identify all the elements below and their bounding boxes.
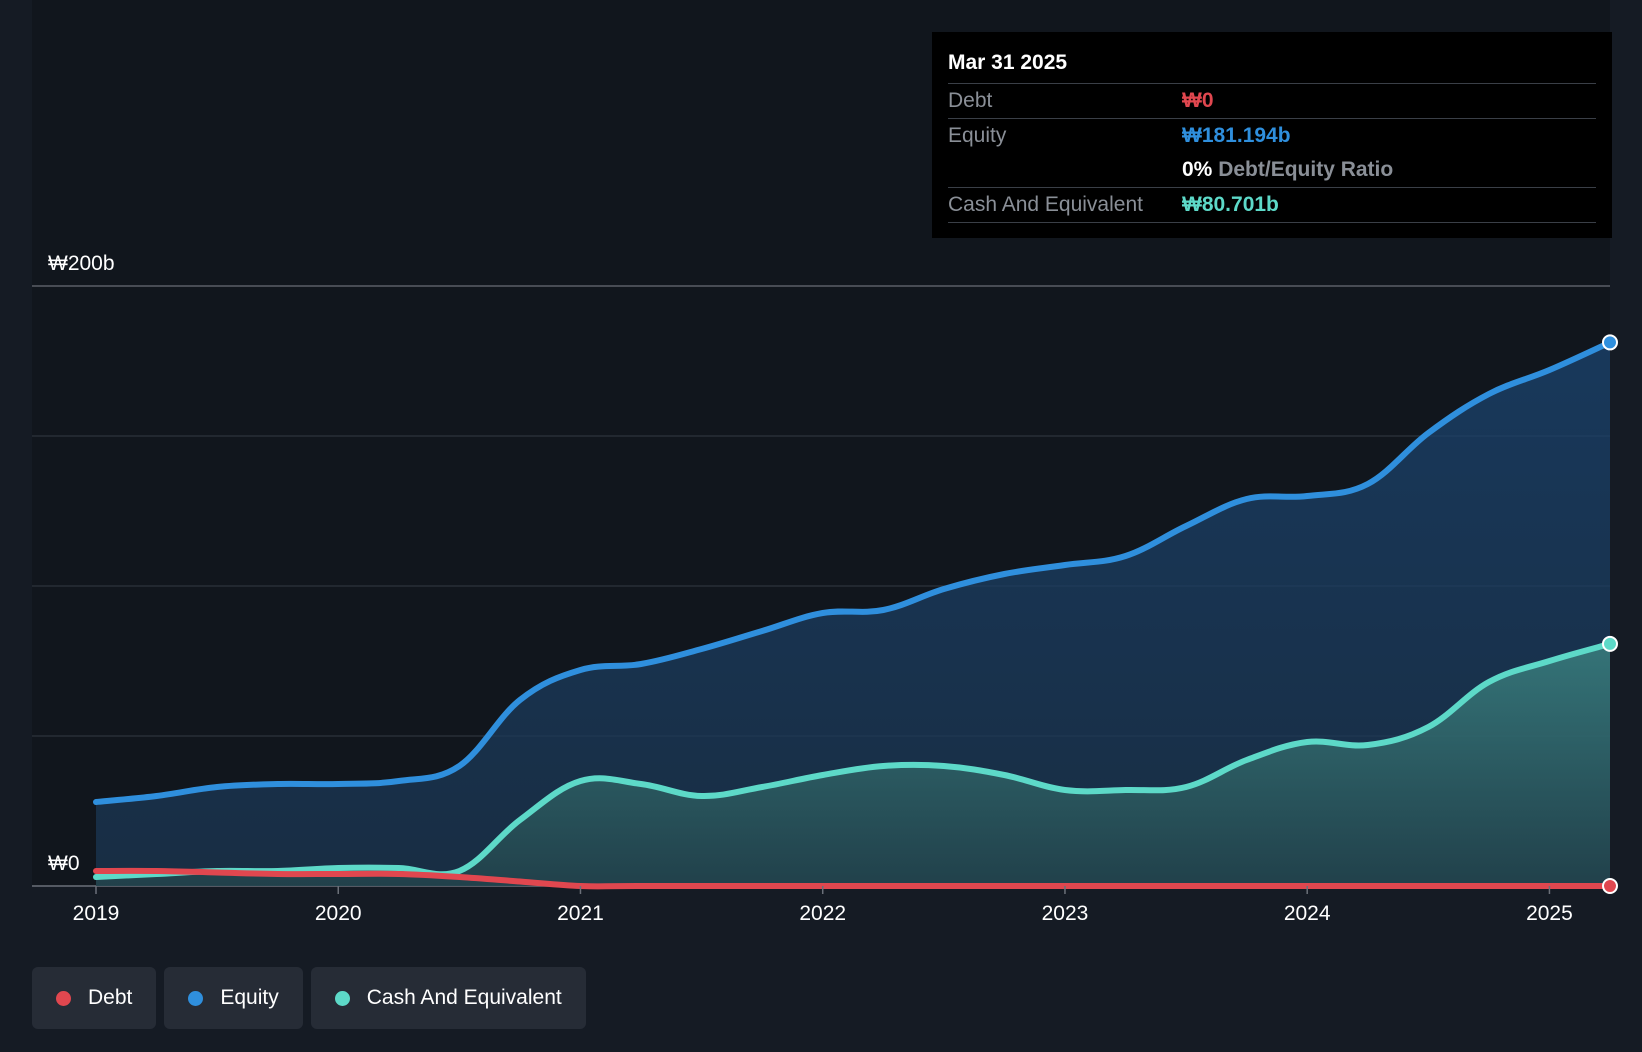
tooltip-cash-value: ₩80.701b bbox=[1182, 193, 1279, 216]
tooltip-cash-label: Cash And Equivalent bbox=[948, 193, 1143, 216]
legend-label-cash: Cash And Equivalent bbox=[366, 986, 562, 1009]
cash-and-equivalent-area bbox=[96, 643, 1610, 886]
tooltip-debt-row: Debt ₩0 bbox=[948, 84, 1596, 119]
x-tick-label: 2024 bbox=[1284, 902, 1331, 925]
legend-label-debt: Debt bbox=[88, 986, 133, 1009]
tooltip-ratio-label: Debt/Equity Ratio bbox=[1218, 158, 1394, 181]
debt-dot-icon bbox=[56, 990, 71, 1006]
debt-endpoint bbox=[1602, 878, 1618, 894]
equity-endpoint bbox=[1602, 334, 1618, 351]
tooltip-ratio: 0% Debt/Equity Ratio bbox=[1182, 153, 1393, 187]
x-tick-label: 2020 bbox=[315, 902, 362, 925]
legend-item-equity[interactable]: Equity bbox=[164, 967, 303, 1029]
tooltip-ratio-value: 0% bbox=[1182, 158, 1213, 181]
x-tick-label: 2025 bbox=[1526, 902, 1573, 925]
cash-dot-icon bbox=[334, 990, 350, 1006]
y-tick-label: ₩0 bbox=[48, 852, 80, 875]
equity-line bbox=[93, 339, 1613, 805]
y-axis-labels: ₩200b ₩0 bbox=[48, 252, 115, 875]
x-axis-labels: 2019 2020 2021 2022 2023 2024 2025 bbox=[73, 886, 1573, 925]
legend-label-equity: Equity bbox=[220, 986, 279, 1009]
cash-and-equivalent-endpoint bbox=[1602, 635, 1618, 652]
cash-and-equivalent-line bbox=[93, 640, 1613, 880]
legend-item-debt[interactable]: Debt bbox=[32, 967, 157, 1029]
x-tick-label: 2023 bbox=[1042, 902, 1089, 925]
x-tick-label: 2019 bbox=[73, 902, 120, 925]
tooltip-cash-row: Cash And Equivalent ₩80.701b bbox=[948, 188, 1596, 223]
series-endpoints bbox=[1602, 334, 1618, 894]
legend: Debt Equity Cash And Equivalent bbox=[32, 967, 586, 1029]
tooltip-equity-label: Equity bbox=[948, 124, 1007, 147]
tooltip-ratio-row: 0% Debt/Equity Ratio bbox=[948, 153, 1596, 188]
tooltip-date: Mar 31 2025 bbox=[948, 32, 1596, 84]
tooltip-debt-value: ₩0 bbox=[1182, 89, 1214, 112]
legend-item-cash[interactable]: Cash And Equivalent bbox=[310, 967, 586, 1029]
tooltip-panel: Mar 31 2025 Debt ₩0 Equity ₩181.194b 0% … bbox=[932, 32, 1612, 238]
tooltip-debt-label: Debt bbox=[948, 89, 993, 112]
x-tick-label: 2021 bbox=[557, 902, 604, 925]
equity-dot-icon bbox=[188, 990, 204, 1006]
x-tick-label: 2022 bbox=[799, 902, 846, 925]
tooltip-equity-row: Equity ₩181.194b bbox=[948, 119, 1596, 153]
tooltip-equity-value: ₩181.194b bbox=[1182, 124, 1291, 147]
y-tick-label: ₩200b bbox=[48, 252, 115, 275]
